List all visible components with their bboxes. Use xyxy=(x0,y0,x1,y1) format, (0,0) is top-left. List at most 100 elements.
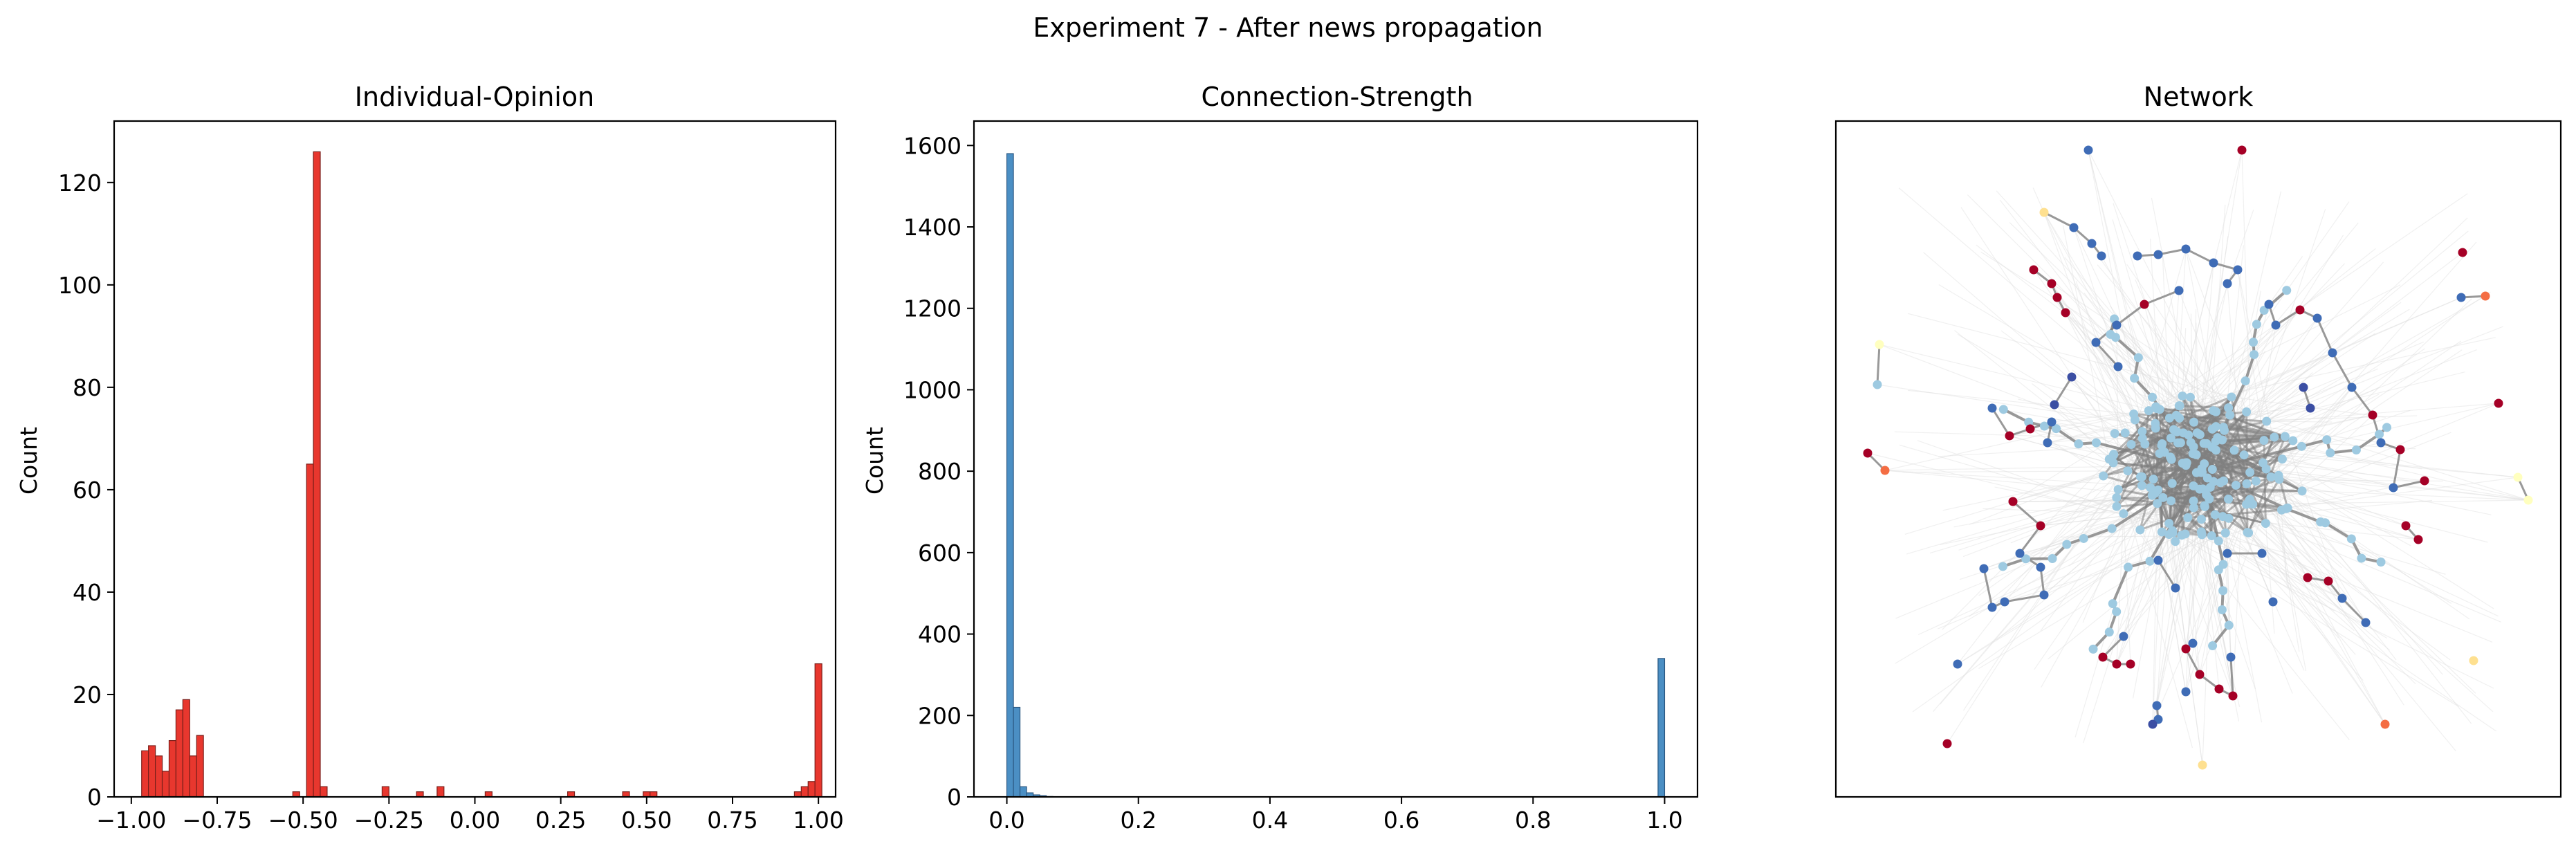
network-edge-strong xyxy=(2392,449,2402,488)
network-edge-faint xyxy=(2088,149,2146,445)
network-edge-strong xyxy=(2158,248,2187,256)
network-edge-faint xyxy=(2252,499,2529,505)
strength-histogram-bar xyxy=(1019,786,1027,798)
network-edge-faint xyxy=(2231,297,2462,398)
strength-histogram-bar xyxy=(1006,153,1014,798)
network-edge-strong xyxy=(1876,344,1881,385)
network-edge-faint xyxy=(1917,440,2186,535)
network-node xyxy=(2021,554,2031,564)
network-edge-strong xyxy=(2184,648,2201,675)
network-edge-faint xyxy=(2096,253,2225,431)
network-node xyxy=(2211,407,2221,416)
network-node xyxy=(2144,406,2153,416)
network-node xyxy=(2224,403,2234,412)
network-node xyxy=(2328,348,2337,358)
network-node xyxy=(1998,405,2008,414)
strength-histogram-ytick-label: 200 xyxy=(918,702,962,729)
network-edge-faint xyxy=(1942,409,2160,630)
network-node xyxy=(2280,432,2290,441)
network-node xyxy=(2282,286,2292,295)
network-node xyxy=(2039,208,2049,217)
network-edge-faint xyxy=(2193,309,2197,423)
network-node xyxy=(2153,555,2163,565)
network-node xyxy=(2107,524,2117,533)
network-node xyxy=(2171,583,2180,593)
network-node xyxy=(2164,519,2174,528)
opinion-histogram-xtick-label: −0.50 xyxy=(268,807,338,834)
strength-histogram-ytick-label: 400 xyxy=(918,621,962,648)
network-node xyxy=(2120,428,2130,438)
strength-histogram-ytick-label: 1400 xyxy=(903,214,962,241)
opinion-histogram-ytick-label: 20 xyxy=(73,681,102,708)
strength-histogram-frame xyxy=(973,120,1699,798)
network-node xyxy=(2277,454,2287,464)
network-edge-strong xyxy=(2115,428,2157,507)
network-node xyxy=(2110,429,2119,439)
network-edge-faint xyxy=(2213,410,2443,675)
opinion-histogram-bar xyxy=(807,781,816,798)
network-edge-faint xyxy=(1994,486,2124,515)
network-node xyxy=(2248,499,2258,509)
network-edge-faint xyxy=(2082,476,2143,623)
network-node xyxy=(2091,438,2101,448)
network-node xyxy=(2481,291,2490,301)
opinion-histogram-title: Individual-Opinion xyxy=(355,82,594,112)
network-edge-faint xyxy=(2088,149,2149,411)
strength-histogram-axes: 0.0 0.2 0.4 0.6 0.8 1.0 0 200 400 600 800 1000 1200 1… xyxy=(903,132,1683,834)
network-edge-faint xyxy=(2185,507,2194,692)
network-edge-strong xyxy=(2185,248,2214,264)
network-node xyxy=(2133,353,2143,362)
network-node xyxy=(2231,480,2241,490)
network-edge-faint xyxy=(1867,452,2212,537)
network-edge-faint xyxy=(1902,470,2128,473)
network-node xyxy=(2375,430,2384,439)
network-node xyxy=(2214,684,2224,694)
network-node xyxy=(2153,499,2162,508)
network-edge-strong xyxy=(2180,405,2229,409)
network-node xyxy=(2050,400,2059,410)
network-edge-strong xyxy=(2202,469,2287,511)
network-node xyxy=(2178,391,2187,401)
network-node xyxy=(2261,464,2271,474)
opinion-histogram-bar xyxy=(141,750,149,798)
network-node xyxy=(2271,320,2281,330)
network-node xyxy=(2137,481,2146,490)
network-node xyxy=(2299,383,2308,392)
strength-histogram-ytick-label: 600 xyxy=(918,540,962,567)
network-edge-strong xyxy=(2350,387,2374,416)
network-node xyxy=(2048,553,2057,563)
network-node xyxy=(2494,398,2503,408)
network-edge-strong xyxy=(2095,341,2119,368)
network-node xyxy=(2227,392,2236,402)
network-node xyxy=(2153,485,2163,495)
network-node xyxy=(2270,432,2279,442)
network-node xyxy=(2261,519,2270,528)
strength-histogram-bar xyxy=(1657,658,1666,798)
network-node xyxy=(2112,659,2122,669)
network-edge-strong xyxy=(2355,433,2380,452)
network-edge-strong xyxy=(2113,408,2161,455)
network-node xyxy=(2223,549,2232,558)
network-edge-faint xyxy=(2012,475,2104,502)
network-node xyxy=(1987,403,1997,413)
network-edge-faint xyxy=(1967,194,2180,407)
network-edge-strong xyxy=(2341,597,2367,624)
network-node xyxy=(2000,597,2009,607)
opinion-histogram-bar xyxy=(622,791,630,798)
network-node xyxy=(2069,223,2079,232)
network-node xyxy=(2252,320,2261,329)
strength-histogram-ytick-label: 800 xyxy=(918,458,962,485)
network-node xyxy=(2382,423,2392,432)
network-edge-faint xyxy=(2202,535,2212,766)
opinion-histogram-bars xyxy=(141,151,822,798)
opinion-histogram-bar xyxy=(168,739,176,798)
network-node xyxy=(2008,497,2018,506)
network-node xyxy=(2158,439,2167,448)
network-node xyxy=(2322,435,2332,445)
opinion-histogram-bar xyxy=(189,755,197,798)
opinion-histogram-ylabel: Count xyxy=(15,427,42,495)
network-edge-faint xyxy=(2170,201,2350,458)
network-node xyxy=(2133,251,2142,261)
network-edge-strong xyxy=(2012,500,2041,527)
network-node xyxy=(2145,556,2155,566)
